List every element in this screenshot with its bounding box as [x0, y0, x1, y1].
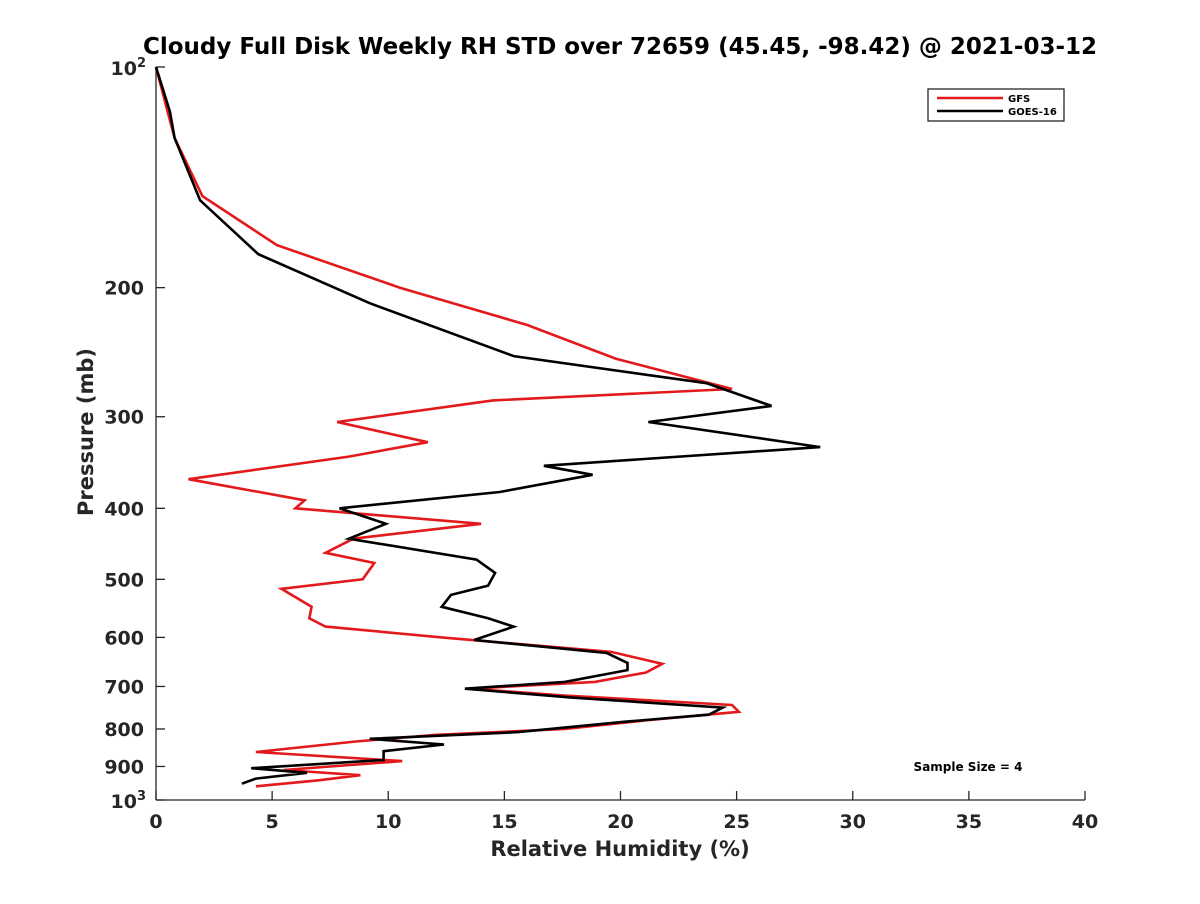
y-tick-exponent: 3	[137, 789, 146, 804]
y-tick-label: 600	[104, 627, 144, 649]
sample-size-annotation: Sample Size = 4	[914, 760, 1023, 774]
x-tick-label: 0	[149, 811, 162, 833]
y-tick-label: 700	[104, 676, 144, 698]
chart-title: Cloudy Full Disk Weekly RH STD over 7265…	[143, 34, 1097, 60]
x-tick-label: 25	[723, 811, 749, 833]
legend-box	[927, 88, 1065, 122]
x-tick-label: 5	[266, 811, 279, 833]
y-tick-exponent: 2	[137, 56, 146, 71]
series-lines	[154, 66, 821, 788]
y-tick-label: 900	[104, 756, 144, 778]
x-ticks: 0 5 10 15 20 25 30 35 40	[149, 791, 1098, 833]
y-tick-label: 200	[104, 278, 144, 300]
y-tick-label: 103	[111, 789, 147, 813]
y-tick-label: 500	[104, 569, 144, 591]
legend: GFS GOES-16	[927, 88, 1065, 122]
x-axis-label: Relative Humidity (%)	[490, 837, 749, 861]
y-tick-label: 300	[104, 407, 144, 429]
y-tick-base: 10	[111, 58, 137, 80]
legend-label: GFS	[1008, 94, 1030, 105]
axes	[155, 67, 1085, 801]
x-tick-label: 20	[607, 811, 633, 833]
x-tick-label: 35	[956, 811, 982, 833]
y-tick-label: 102	[111, 56, 147, 80]
y-axis-label: Pressure (mb)	[74, 348, 98, 516]
x-tick-label: 40	[1072, 811, 1098, 833]
legend-label: GOES-16	[1008, 107, 1057, 118]
y-tick-base: 10	[111, 791, 137, 813]
y-tick-label: 800	[104, 719, 144, 741]
x-tick-label: 15	[491, 811, 517, 833]
x-tick-label: 30	[840, 811, 866, 833]
x-tick-label: 10	[375, 811, 401, 833]
series-line-goes-16	[154, 66, 821, 785]
series-line-gfs	[154, 66, 742, 788]
y-tick-label: 400	[104, 498, 144, 520]
